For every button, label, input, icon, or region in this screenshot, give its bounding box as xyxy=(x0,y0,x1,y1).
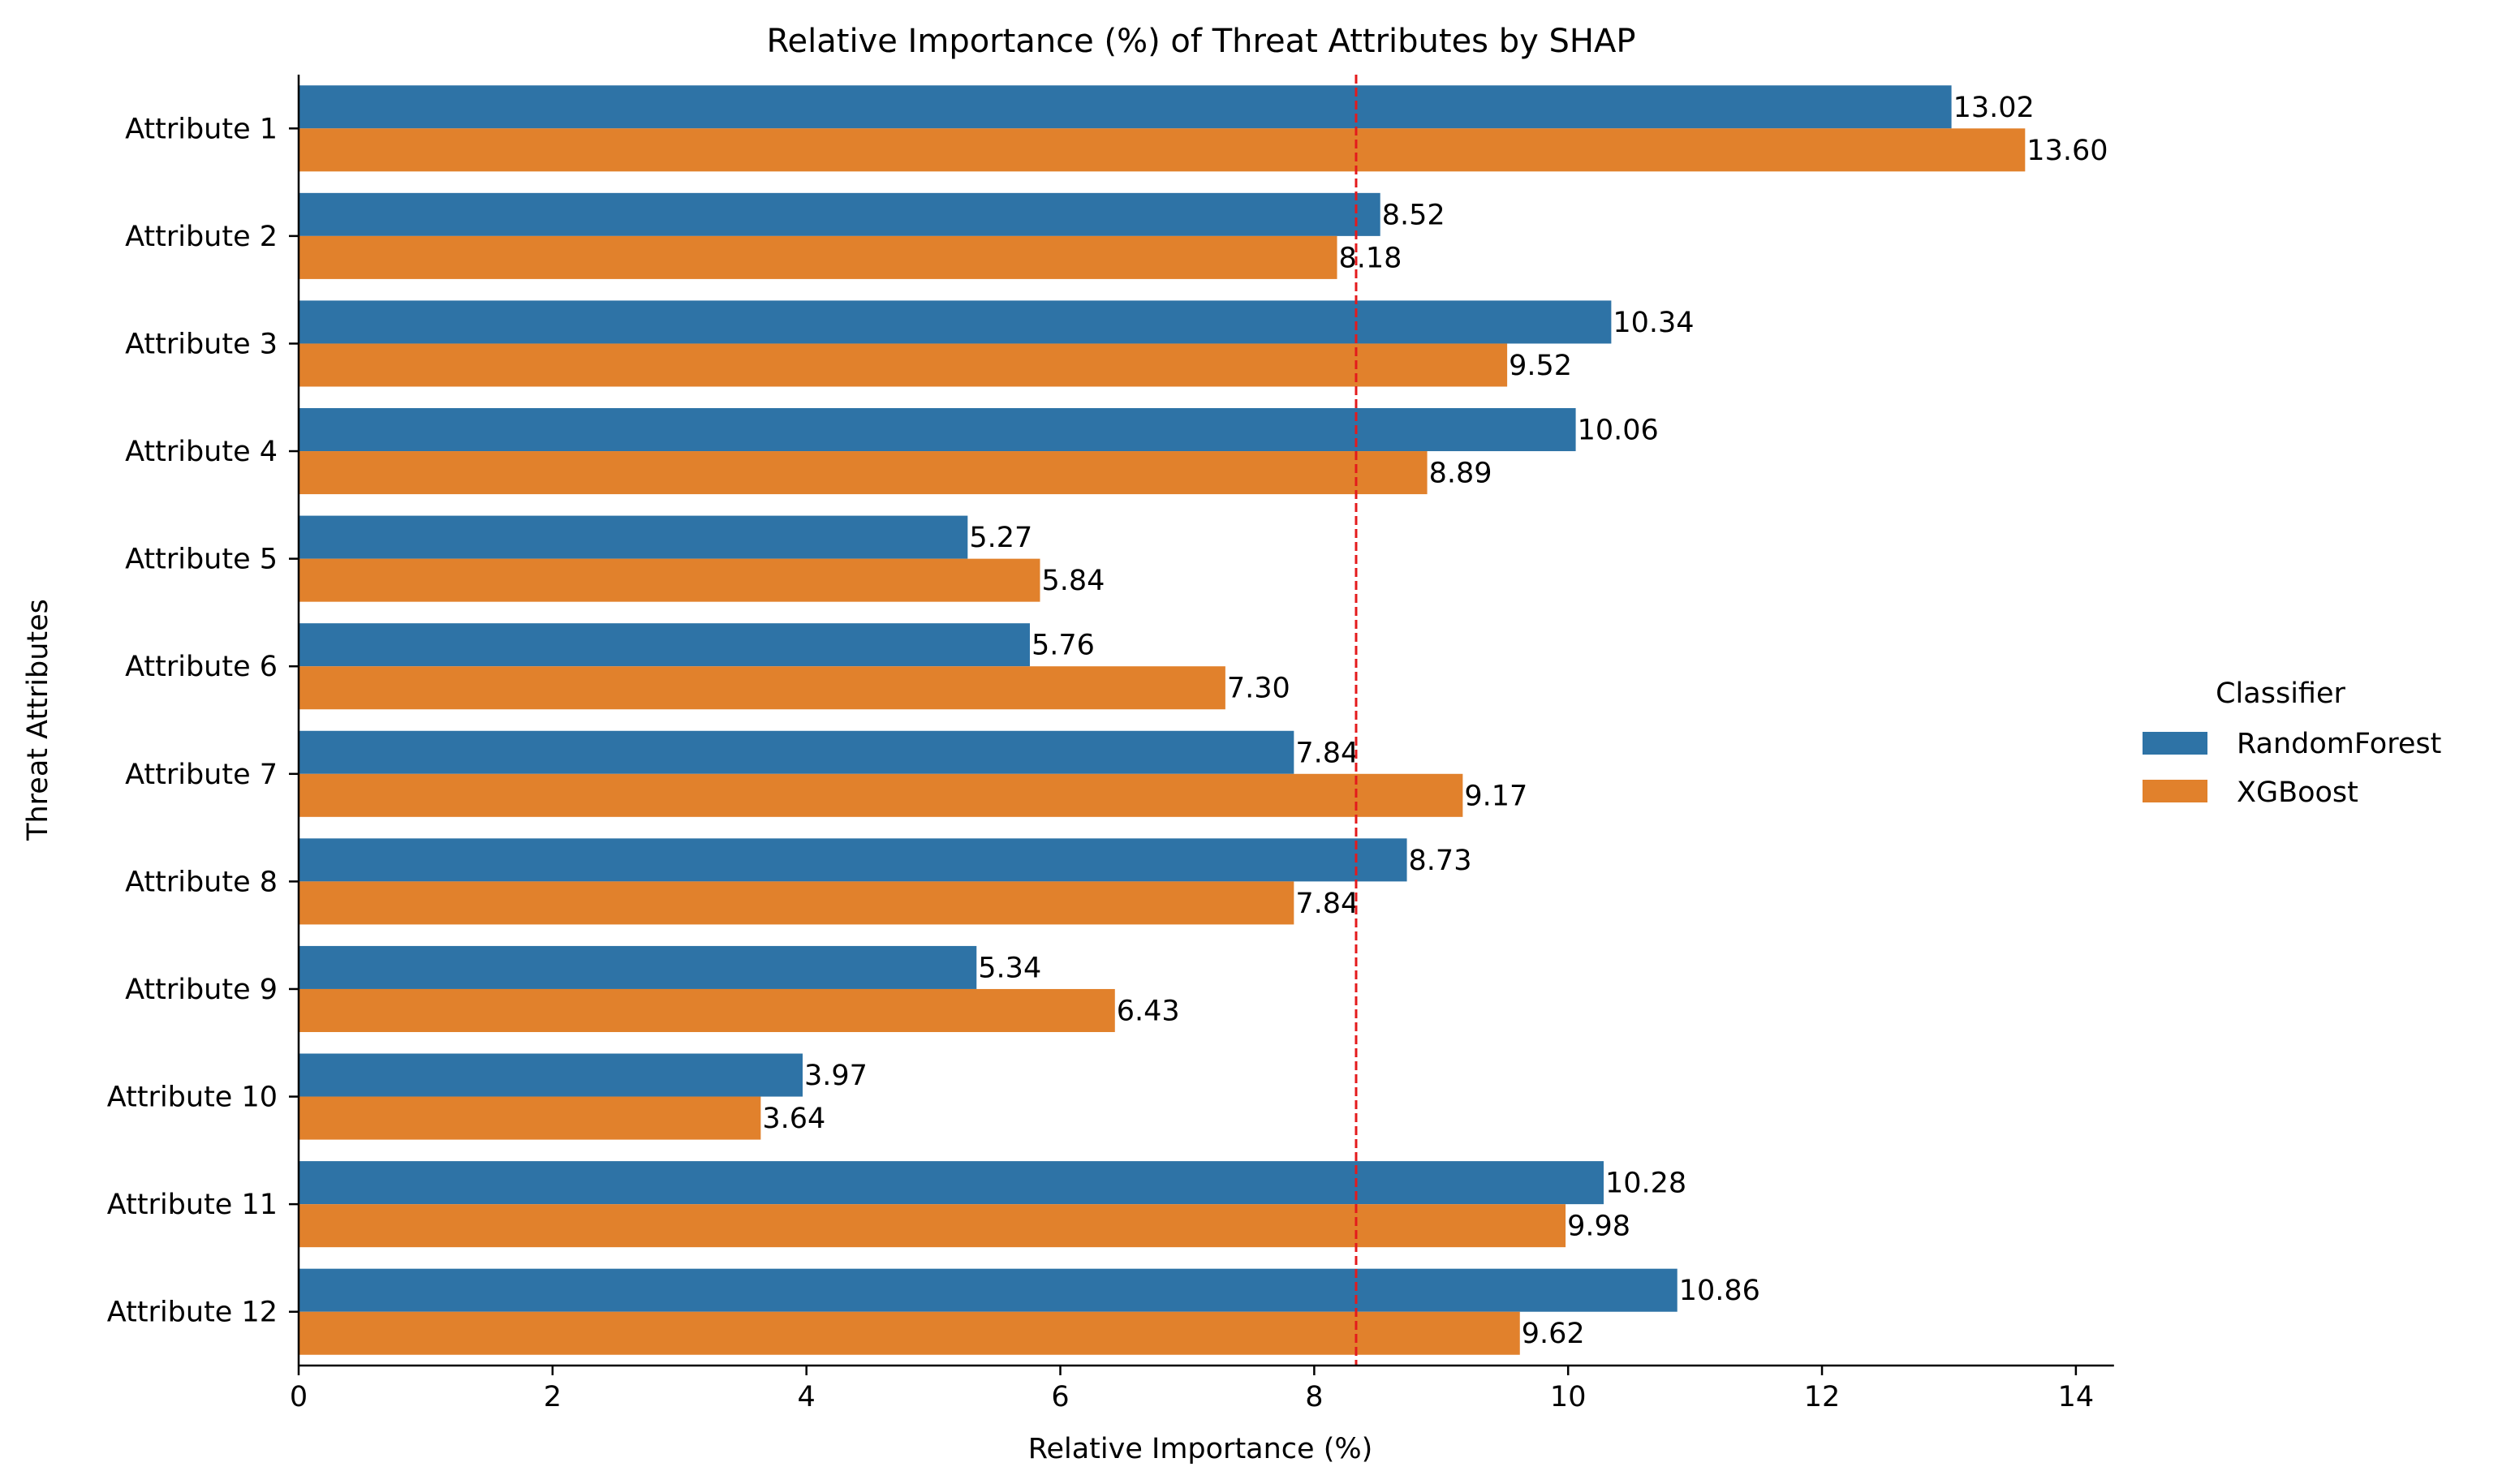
data-label-randomforest-attribute-6: 5.76 xyxy=(1032,630,1095,662)
bar-randomforest-attribute-11 xyxy=(299,1161,1604,1205)
bar-xgboost-attribute-10 xyxy=(299,1096,761,1140)
data-label-xgboost-attribute-5: 5.84 xyxy=(1041,565,1105,597)
bar-randomforest-attribute-4 xyxy=(299,408,1576,452)
x-tick-label-0: 0 xyxy=(290,1381,308,1413)
y-axis-label: Threat Attributes xyxy=(22,599,54,841)
data-label-randomforest-attribute-9: 5.34 xyxy=(978,952,1041,984)
data-label-randomforest-attribute-5: 5.27 xyxy=(969,522,1032,554)
legend-swatch-randomforest xyxy=(2143,732,2207,755)
data-label-randomforest-attribute-4: 10.06 xyxy=(1578,415,1659,447)
y-tick-label-attribute-12: Attribute 12 xyxy=(107,1297,278,1329)
y-tick-label-attribute-11: Attribute 11 xyxy=(107,1189,278,1221)
x-axis-ticks: 0 2 4 6 8 10 12 14 xyxy=(290,1366,2094,1413)
bar-xgboost-attribute-8 xyxy=(299,881,1294,925)
bar-randomforest-attribute-10 xyxy=(299,1053,803,1097)
y-axis-ticks: Attribute 1 Attribute 2 Attribute 3 Attribu… xyxy=(107,113,299,1329)
legend-label-xgboost: XGBoost xyxy=(2237,776,2358,809)
bar-xgboost-attribute-12 xyxy=(299,1311,1520,1355)
x-tick-label-14: 14 xyxy=(2058,1381,2095,1413)
bar-xgboost-attribute-6 xyxy=(299,666,1225,710)
chart-title: Relative Importance (%) of Threat Attrib… xyxy=(767,23,1636,60)
bar-randomforest-attribute-7 xyxy=(299,730,1294,774)
x-tick-label-4: 4 xyxy=(798,1381,816,1413)
bar-xgboost-attribute-11 xyxy=(299,1204,1566,1248)
data-label-xgboost-attribute-2: 8.18 xyxy=(1339,242,1402,274)
bar-randomforest-attribute-6 xyxy=(299,623,1030,667)
bar-xgboost-attribute-3 xyxy=(299,343,1508,387)
x-tick-label-2: 2 xyxy=(544,1381,562,1413)
x-tick-label-12: 12 xyxy=(1804,1381,1841,1413)
y-tick-label-attribute-1: Attribute 1 xyxy=(125,113,278,145)
data-label-randomforest-attribute-3: 10.34 xyxy=(1613,307,1694,339)
y-tick-label-attribute-5: Attribute 5 xyxy=(125,544,278,576)
data-labels-group: 13.02 13.60 8.52 8.18 10.34 9.52 10.06 8.89 5.27… xyxy=(762,92,2108,1350)
bar-randomforest-attribute-5 xyxy=(299,515,968,559)
bar-randomforest-attribute-3 xyxy=(299,300,1612,344)
legend-swatch-xgboost xyxy=(2143,780,2207,802)
bar-xgboost-attribute-2 xyxy=(299,235,1337,279)
y-tick-label-attribute-2: Attribute 2 xyxy=(125,221,278,253)
data-label-xgboost-attribute-9: 6.43 xyxy=(1117,995,1180,1027)
data-label-randomforest-attribute-10: 3.97 xyxy=(804,1060,868,1092)
bar-randomforest-attribute-1 xyxy=(299,85,1952,129)
data-label-randomforest-attribute-2: 8.52 xyxy=(1382,199,1445,231)
data-label-xgboost-attribute-11: 9.98 xyxy=(1567,1211,1630,1243)
legend-label-randomforest: RandomForest xyxy=(2237,728,2441,760)
data-label-xgboost-attribute-6: 7.30 xyxy=(1227,673,1290,705)
x-tick-label-10: 10 xyxy=(1550,1381,1587,1413)
data-label-xgboost-attribute-12: 9.62 xyxy=(1522,1318,1585,1350)
bar-randomforest-attribute-9 xyxy=(299,945,977,989)
y-tick-label-attribute-10: Attribute 10 xyxy=(107,1082,278,1114)
bar-randomforest-attribute-8 xyxy=(299,838,1407,882)
bar-xgboost-attribute-4 xyxy=(299,451,1428,495)
data-label-xgboost-attribute-8: 7.84 xyxy=(1295,888,1359,920)
data-label-xgboost-attribute-3: 9.52 xyxy=(1509,350,1572,382)
bar-xgboost-attribute-1 xyxy=(299,128,2026,172)
y-tick-label-attribute-8: Attribute 8 xyxy=(125,866,278,898)
x-axis-label: Relative Importance (%) xyxy=(1028,1433,1373,1465)
data-label-randomforest-attribute-12: 10.86 xyxy=(1679,1275,1760,1307)
data-label-xgboost-attribute-1: 13.60 xyxy=(2026,135,2108,167)
y-tick-label-attribute-4: Attribute 4 xyxy=(125,436,278,468)
y-tick-label-attribute-9: Attribute 9 xyxy=(125,974,278,1006)
x-tick-label-8: 8 xyxy=(1305,1381,1323,1413)
data-label-randomforest-attribute-1: 13.02 xyxy=(1953,92,2035,124)
bar-randomforest-attribute-12 xyxy=(299,1268,1678,1312)
data-label-xgboost-attribute-10: 3.64 xyxy=(762,1103,825,1135)
bars-group xyxy=(299,85,2026,1355)
legend-title: Classifier xyxy=(2216,677,2345,710)
y-tick-label-attribute-3: Attribute 3 xyxy=(125,328,278,360)
y-tick-label-attribute-7: Attribute 7 xyxy=(125,759,278,791)
data-label-randomforest-attribute-8: 8.73 xyxy=(1409,845,1472,877)
data-label-randomforest-attribute-7: 7.84 xyxy=(1295,737,1359,769)
data-label-xgboost-attribute-7: 9.17 xyxy=(1464,780,1527,812)
bar-xgboost-attribute-7 xyxy=(299,773,1463,817)
bar-xgboost-attribute-5 xyxy=(299,558,1040,602)
data-label-randomforest-attribute-11: 10.28 xyxy=(1605,1168,1686,1200)
data-label-xgboost-attribute-4: 8.89 xyxy=(1429,458,1492,490)
y-tick-label-attribute-6: Attribute 6 xyxy=(125,651,278,683)
bar-xgboost-attribute-9 xyxy=(299,988,1115,1032)
bar-randomforest-attribute-2 xyxy=(299,192,1380,236)
x-tick-label-6: 6 xyxy=(1051,1381,1069,1413)
legend: Classifier RandomForest XGBoost xyxy=(2143,677,2441,809)
